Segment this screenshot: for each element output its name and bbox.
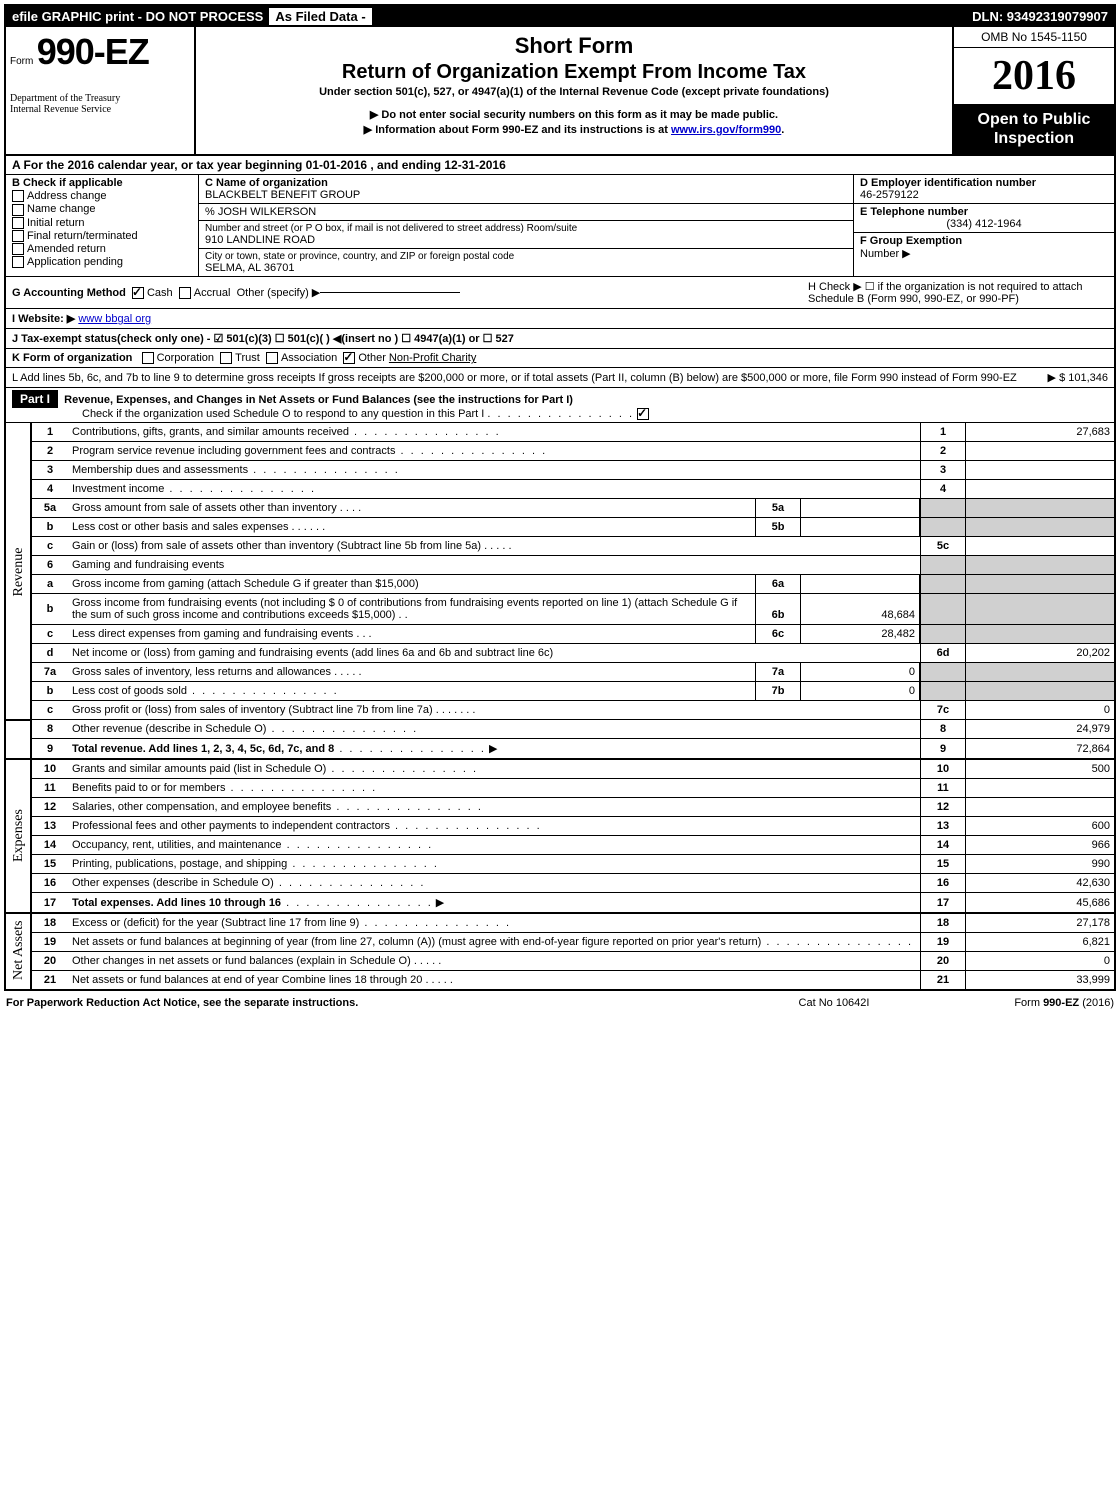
- line-19: 19 Net assets or fund balances at beginn…: [6, 933, 1114, 952]
- line-6c: c Less direct expenses from gaming and f…: [6, 625, 1114, 644]
- line-1: Revenue 1 Contributions, gifts, grants, …: [6, 423, 1114, 442]
- chk-accrual[interactable]: [179, 287, 191, 299]
- tax-year: 2016: [954, 48, 1114, 104]
- line-10: Expenses 10 Grants and similar amounts p…: [6, 759, 1114, 779]
- footer-left: For Paperwork Reduction Act Notice, see …: [6, 997, 734, 1009]
- chk-amended-return[interactable]: Amended return: [12, 243, 192, 255]
- line-14: 14 Occupancy, rent, utilities, and maint…: [6, 836, 1114, 855]
- chk-cash[interactable]: [132, 287, 144, 299]
- line-11: 11 Benefits paid to or for members 11: [6, 779, 1114, 798]
- subtitle-3: ▶ Information about Form 990-EZ and its …: [202, 123, 946, 136]
- form-block: Form 990-EZ Department of the Treasury I…: [6, 27, 196, 154]
- chk-initial-return[interactable]: Initial return: [12, 217, 192, 229]
- line-12: 12 Salaries, other compensation, and emp…: [6, 798, 1114, 817]
- as-filed-label: As Filed Data -: [269, 8, 371, 25]
- lines-table: Revenue 1 Contributions, gifts, grants, …: [6, 423, 1114, 989]
- addr-cell: Number and street (or P O box, if mail i…: [199, 221, 853, 249]
- line-8: 8 Other revenue (describe in Schedule O)…: [6, 720, 1114, 739]
- footer-right: Form 990-EZ (2016): [934, 997, 1114, 1009]
- city-cell: City or town, state or province, country…: [199, 249, 853, 276]
- line-7c: c Gross profit or (loss) from sales of i…: [6, 701, 1114, 720]
- line-9: 9 Total revenue. Add lines 1, 2, 3, 4, 5…: [6, 739, 1114, 760]
- chk-other[interactable]: [343, 352, 355, 364]
- line-7b: b Less cost of goods sold 7b 0: [6, 682, 1114, 701]
- right-block: OMB No 1545-1150 2016 Open to Public Ins…: [952, 27, 1114, 154]
- chk-corp[interactable]: [142, 352, 154, 364]
- col-c: C Name of organization BLACKBELT BENEFIT…: [199, 175, 854, 276]
- footer: For Paperwork Reduction Act Notice, see …: [0, 995, 1120, 1011]
- line-6d: d Net income or (loss) from gaming and f…: [6, 644, 1114, 663]
- row-i: I Website: ▶ www bbgal org: [6, 309, 1114, 329]
- col-def: D Employer identification number 46-2579…: [854, 175, 1114, 276]
- footer-mid: Cat No 10642I: [734, 997, 934, 1009]
- chk-schedule-o[interactable]: [637, 408, 649, 420]
- row-g: G Accounting Method Cash Accrual Other (…: [6, 277, 1114, 309]
- irs-link[interactable]: www.irs.gov/form990: [671, 124, 781, 136]
- side-expenses: Expenses: [6, 759, 31, 913]
- phone-cell: E Telephone number (334) 412-1964: [854, 204, 1114, 233]
- line-15: 15 Printing, publications, postage, and …: [6, 855, 1114, 874]
- chk-final-return[interactable]: Final return/terminated: [12, 230, 192, 242]
- line-6a: a Gross income from gaming (attach Sched…: [6, 575, 1114, 594]
- form-container: efile GRAPHIC print - DO NOT PROCESS As …: [4, 4, 1116, 991]
- row-a: A For the 2016 calendar year, or tax yea…: [6, 156, 1114, 175]
- side-net-assets: Net Assets: [6, 913, 31, 989]
- line-16: 16 Other expenses (describe in Schedule …: [6, 874, 1114, 893]
- header-row: Form 990-EZ Department of the Treasury I…: [6, 27, 1114, 156]
- omb-number: OMB No 1545-1150: [954, 27, 1114, 48]
- line-5a: 5a Gross amount from sale of assets othe…: [6, 499, 1114, 518]
- subtitle-1: Under section 501(c), 527, or 4947(a)(1)…: [202, 86, 946, 98]
- line-20: 20 Other changes in net assets or fund b…: [6, 952, 1114, 971]
- chk-name-change[interactable]: Name change: [12, 203, 192, 215]
- col-b: B Check if applicable Address change Nam…: [6, 175, 199, 276]
- main-title: Return of Organization Exempt From Incom…: [202, 61, 946, 84]
- line-4: 4 Investment income 4: [6, 480, 1114, 499]
- line-7a: 7a Gross sales of inventory, less return…: [6, 663, 1114, 682]
- website-link[interactable]: www bbgal org: [78, 313, 151, 325]
- care-of-cell: % JOSH WILKERSON: [199, 204, 853, 221]
- line-3: 3 Membership dues and assessments 3: [6, 461, 1114, 480]
- line-5b: b Less cost or other basis and sales exp…: [6, 518, 1114, 537]
- line-13: 13 Professional fees and other payments …: [6, 817, 1114, 836]
- line-18: Net Assets 18 Excess or (deficit) for th…: [6, 913, 1114, 933]
- chk-trust[interactable]: [220, 352, 232, 364]
- line-2: 2 Program service revenue including gove…: [6, 442, 1114, 461]
- section-bcdef: B Check if applicable Address change Nam…: [6, 175, 1114, 277]
- title-block: Short Form Return of Organization Exempt…: [196, 27, 952, 154]
- row-l: L Add lines 5b, 6c, and 7b to line 9 to …: [6, 368, 1114, 388]
- dln-label: DLN: 93492319079907: [972, 9, 1108, 24]
- side-revenue: Revenue: [6, 423, 31, 720]
- open-public-badge: Open to Public Inspection: [954, 104, 1114, 154]
- line-5c: c Gain or (loss) from sale of assets oth…: [6, 537, 1114, 556]
- chk-address-change[interactable]: Address change: [12, 190, 192, 202]
- subtitle-2: ▶ Do not enter social security numbers o…: [202, 108, 946, 121]
- row-k: K Form of organization Corporation Trust…: [6, 349, 1114, 368]
- org-name-cell: C Name of organization BLACKBELT BENEFIT…: [199, 175, 853, 204]
- form-number: 990-EZ: [37, 31, 149, 72]
- chk-application-pending[interactable]: Application pending: [12, 256, 192, 268]
- top-bar: efile GRAPHIC print - DO NOT PROCESS As …: [6, 6, 1114, 27]
- row-j: J Tax-exempt status(check only one) - ☑ …: [6, 329, 1114, 349]
- line-17: 17 Total expenses. Add lines 10 through …: [6, 893, 1114, 914]
- form-prefix: Form: [10, 56, 33, 67]
- dept-treasury: Department of the Treasury: [10, 93, 190, 104]
- chk-assoc[interactable]: [266, 352, 278, 364]
- line-21: 21 Net assets or fund balances at end of…: [6, 971, 1114, 990]
- line-6: 6 Gaming and fundraising events: [6, 556, 1114, 575]
- group-exemption-cell: F Group Exemption Number ▶: [854, 233, 1114, 262]
- efile-label: efile GRAPHIC print - DO NOT PROCESS: [12, 9, 263, 24]
- short-form-title: Short Form: [202, 33, 946, 59]
- ein-cell: D Employer identification number 46-2579…: [854, 175, 1114, 204]
- part1-header: Part I Revenue, Expenses, and Changes in…: [6, 388, 1114, 423]
- line-6b: b Gross income from fundraising events (…: [6, 594, 1114, 625]
- h-text: H Check ▶ ☐ if the organization is not r…: [808, 280, 1108, 305]
- dept-irs: Internal Revenue Service: [10, 104, 190, 115]
